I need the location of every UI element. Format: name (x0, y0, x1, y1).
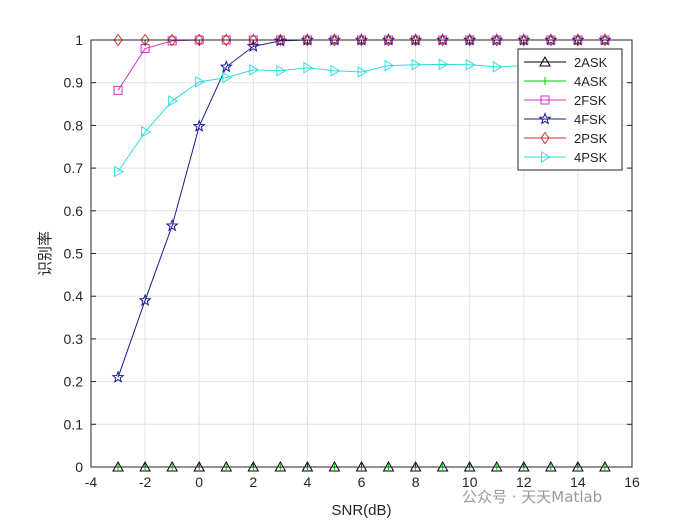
data-point-4fsk (219, 59, 233, 73)
data-point-2psk (302, 33, 313, 47)
data-point-4psk (141, 125, 152, 138)
x-tick-label: 10 (462, 474, 478, 490)
x-tick-label: 8 (412, 474, 420, 490)
data-point-2psk (356, 33, 367, 47)
data-point-2psk (113, 33, 123, 47)
legend-label-2psk: 2PSK (574, 131, 608, 146)
x-tick-label: 2 (249, 474, 257, 490)
x-tick-label: 4 (304, 474, 312, 490)
y-tick-label: 0.1 (64, 416, 84, 432)
data-point-4psk (357, 66, 368, 78)
data-point-4fsk (192, 119, 206, 132)
data-point-2psk (140, 33, 150, 47)
x-tick-label: 0 (195, 474, 203, 490)
legend: 2ASK 4ASK 2FSK 4FSK 2PSK 4PSK (517, 48, 623, 171)
y-tick-label: 0.9 (64, 75, 84, 91)
data-point-2psk (600, 33, 610, 47)
legend-marker-2ask (539, 55, 551, 67)
x-tick-label: 14 (570, 474, 586, 490)
data-point-2psk (573, 33, 583, 47)
legend-marker-2psk (540, 131, 550, 145)
y-tick-label: 1 (75, 32, 83, 48)
x-tick-label: -2 (139, 474, 152, 490)
data-point-4fsk (246, 39, 260, 53)
data-point-4psk (168, 95, 179, 107)
data-point-2psk (194, 33, 204, 47)
y-tick-label: 0.5 (64, 246, 84, 262)
data-point-2psk (465, 33, 475, 47)
legend-label-4fsk: 4FSK (574, 112, 607, 127)
y-tick-label: 0.7 (64, 160, 84, 176)
legend-label-4ask: 4ASK (574, 74, 608, 89)
data-point-2fsk (113, 85, 123, 95)
data-point-4fsk (138, 293, 152, 307)
y-tick-label: 0 (75, 459, 83, 475)
legend-marker-4fsk (538, 112, 552, 125)
data-point-4fsk (598, 33, 612, 46)
data-point-2psk (410, 33, 421, 47)
data-point-4psk (465, 58, 476, 71)
data-point-4fsk (327, 33, 342, 46)
data-point-2psk (546, 33, 556, 47)
data-point-4psk (492, 61, 503, 73)
data-point-4fsk (490, 33, 504, 46)
x-axis-label: SNR(dB) (331, 502, 391, 519)
data-point-4fsk (165, 218, 179, 232)
legend-label-2ask: 2ASK (574, 55, 608, 70)
x-tick-label: -4 (85, 474, 98, 490)
data-point-4psk (330, 64, 341, 77)
y-tick-label: 0.2 (64, 374, 84, 390)
legend-box (517, 48, 623, 171)
data-point-2psk (438, 33, 448, 47)
x-tick-label: 12 (516, 474, 532, 490)
data-point-4psk (249, 64, 260, 76)
y-axis-label: 识别率 (37, 231, 54, 276)
y-tick-label: 0.8 (64, 117, 84, 133)
x-tick-label: 6 (358, 474, 366, 490)
ticks: -4 -2 0 2 4 6 8 10 12 14 16 0 0.1 0.2 0.3 0.4 0.5 0.6 0.7 0… (64, 32, 640, 490)
data-point-4fsk (111, 370, 125, 383)
data-point-4fsk (544, 33, 558, 46)
legend-marker-2fsk (540, 95, 550, 105)
y-tick-label: 0.3 (64, 331, 84, 347)
data-point-4psk (276, 64, 287, 77)
legend-label-4psk: 4PSK (574, 150, 608, 165)
data-point-4psk (384, 59, 395, 72)
watermark: 公众号 · 天天Matlab (462, 488, 603, 506)
data-point-2psk (492, 33, 502, 47)
x-tick-label: 16 (624, 474, 640, 490)
data-point-2psk (275, 33, 285, 47)
data-point-4psk (438, 58, 449, 71)
legend-marker-4ask (541, 77, 549, 85)
data-point-4fsk (381, 33, 396, 46)
legend-marker-4psk (541, 151, 551, 163)
data-point-2psk (221, 33, 231, 47)
data-point-4psk (222, 71, 233, 84)
data-point-2psk (167, 33, 177, 47)
data-point-2psk (329, 33, 340, 47)
y-tick-label: 0.4 (64, 288, 84, 304)
legend-label-2fsk: 2FSK (574, 93, 607, 108)
data-point-2psk (519, 33, 529, 47)
data-point-2psk (383, 33, 394, 47)
data-point-4psk (303, 61, 314, 74)
data-point-4psk (114, 165, 125, 178)
data-point-4psk (411, 58, 422, 71)
y-tick-label: 0.6 (64, 203, 84, 219)
data-point-4psk (195, 75, 206, 88)
data-point-2psk (248, 33, 258, 47)
data-point-4fsk (436, 33, 450, 46)
